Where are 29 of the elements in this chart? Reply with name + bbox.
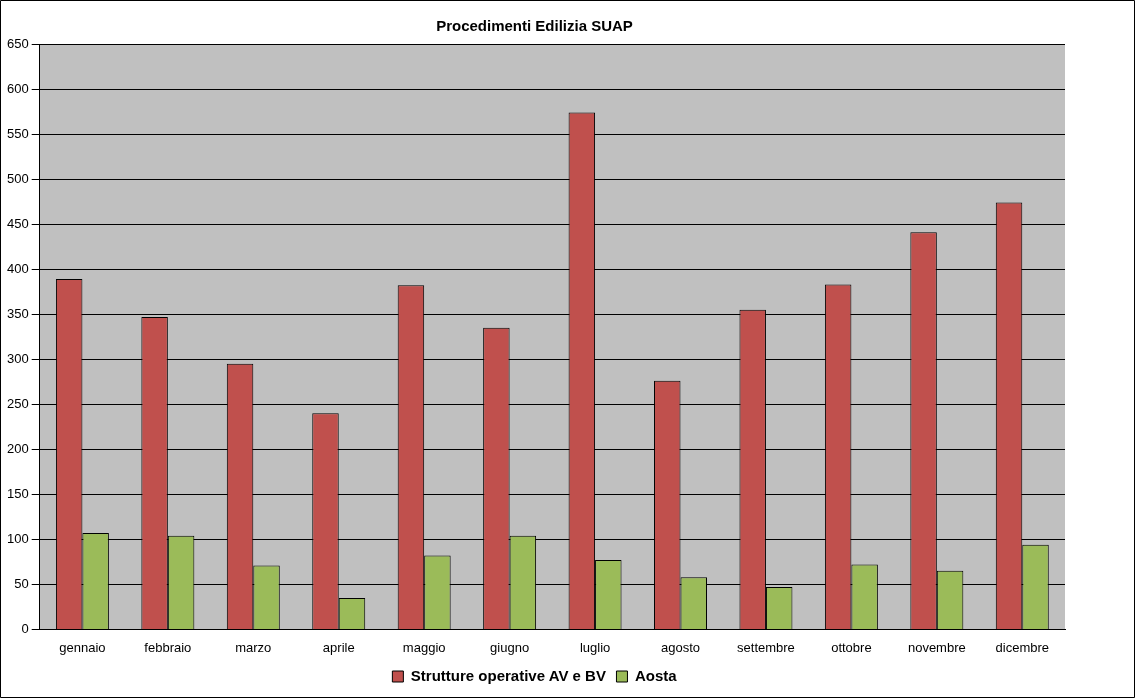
y-tick-label: 100 <box>6 530 29 546</box>
x-tick-label: marzo <box>235 639 272 655</box>
x-tick-label: novembre <box>907 639 966 655</box>
x-tick-label: settembre <box>737 639 795 655</box>
x-tick-label: dicembre <box>995 639 1050 655</box>
x-tick-label: maggio <box>402 639 446 655</box>
y-tick-label: 150 <box>6 485 29 501</box>
x-tick-label: febbraio <box>144 639 192 655</box>
x-tick-label: ottobre <box>831 639 872 655</box>
y-tick-label: 450 <box>6 215 29 231</box>
legend-label: Strutture operative AV e BV <box>410 666 606 684</box>
y-tick-label: 650 <box>6 35 29 51</box>
chart-title: Procedimenti Edilizia SUAP <box>436 17 633 35</box>
y-tick-label: 350 <box>6 305 29 321</box>
y-tick-label: 0 <box>21 620 29 636</box>
x-tick-label: giugno <box>490 639 530 655</box>
y-tick-label: 500 <box>6 170 29 186</box>
legend-label: Aosta <box>634 666 678 684</box>
x-tick-label: agosto <box>660 639 701 655</box>
x-tick-label: aprile <box>322 639 355 655</box>
x-tick-label: luglio <box>579 639 611 655</box>
y-tick-label: 550 <box>6 125 29 141</box>
y-tick-label: 600 <box>6 80 29 96</box>
y-tick-label: 300 <box>6 350 29 366</box>
y-tick-label: 400 <box>6 260 29 276</box>
y-tick-label: 200 <box>6 440 29 456</box>
y-tick-label: 250 <box>6 395 29 411</box>
y-tick-label: 50 <box>14 575 29 591</box>
x-tick-label: gennaio <box>59 639 106 655</box>
